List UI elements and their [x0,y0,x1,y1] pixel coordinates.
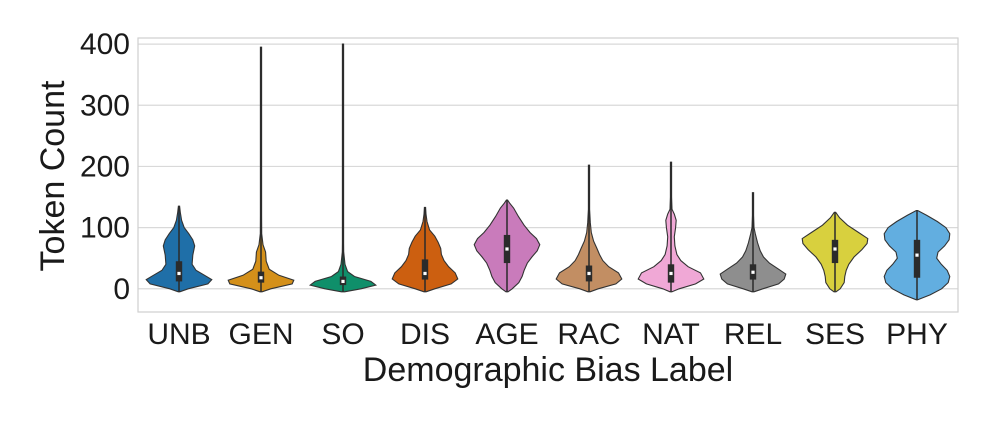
plot-frame [137,37,959,313]
violin-so [308,43,378,293]
violin-median [751,270,755,274]
x-tick-label-rac: RAC [557,318,620,351]
violin-unb [145,205,213,293]
y-tick-label: 100 [80,212,130,245]
violin-iqr-box [175,261,183,282]
y-tick-label: 0 [113,273,130,306]
x-axis-title: Demographic Bias Label [363,351,733,389]
violin-rac [555,164,623,293]
violin-median [587,271,591,276]
violin-dis [391,206,459,293]
x-tick-label-rel: REL [724,318,782,351]
violin-median [423,271,427,276]
x-tick-label-unb: UNB [147,318,210,351]
violin-rel [719,192,787,293]
violin-phy [883,209,951,301]
x-tick-label-dis: DIS [400,318,450,351]
violin-median [669,271,673,276]
violin-median [177,271,181,276]
violin-nat [637,161,705,293]
violin-age [473,199,541,293]
violin-median [915,253,919,257]
violins [145,43,951,301]
violin-ses [801,211,869,293]
x-tick-label-so: SO [321,318,364,351]
y-tick-label: 400 [80,28,130,61]
x-tick-label-gen: GEN [228,318,293,351]
y-tick-labels: 0 100 200 300 400 [80,28,130,306]
violin-median [259,276,263,280]
x-tick-label-ses: SES [805,318,865,351]
y-tick-label: 200 [80,150,130,183]
violin-median [833,247,837,251]
violin-gen [227,46,295,293]
violin-iqr-box [421,259,429,280]
x-tick-label-age: AGE [475,318,538,351]
x-tick-label-phy: PHY [886,318,948,351]
violin-median [341,279,345,284]
violin-iqr-box [913,239,921,278]
violin-median [505,247,509,251]
y-axis-title: Token Count [34,80,72,271]
y-tick-label: 300 [80,89,130,122]
x-tick-labels: UNB GEN SO DIS AGE RAC NAT REL SES PHY [147,318,948,351]
violin-iqr-box [831,239,839,264]
x-tick-label-nat: NAT [642,318,700,351]
